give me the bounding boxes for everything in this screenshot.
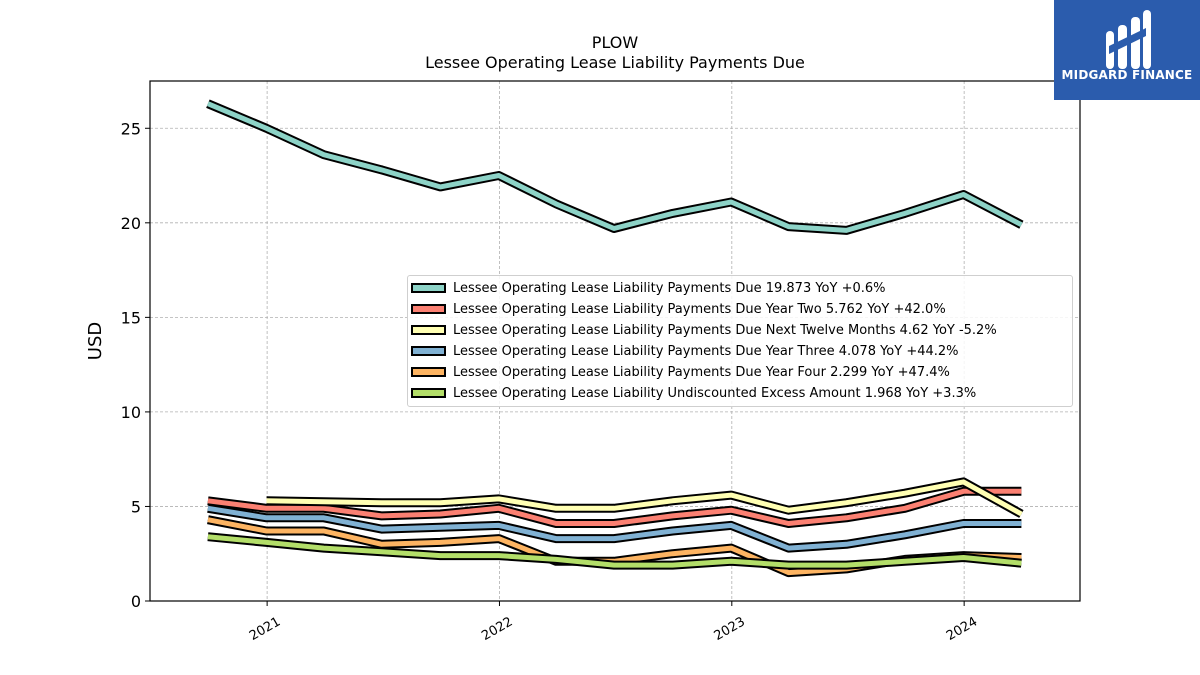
legend-label: Lessee Operating Lease Liability Payment… [453,343,959,359]
midgard-logo-icon [1106,10,1151,69]
y-tick-label: 10 [121,403,141,422]
y-tick-label: 25 [121,119,141,138]
legend-item: Lessee Operating Lease Liability Payment… [408,362,950,382]
legend-swatch [411,325,446,335]
legend-swatch [411,283,446,293]
legend-label: Lessee Operating Lease Liability Payment… [453,322,997,338]
legend-swatch [411,388,446,398]
y-tick-label: 5 [131,497,141,516]
x-tick-label: 2022 [479,614,515,644]
legend-swatch [411,346,446,356]
y-tick-label: 20 [121,214,141,233]
x-tick-label: 2023 [712,614,748,644]
y-tick-label: 0 [131,592,141,611]
legend-item: Lessee Operating Lease Liability Undisco… [408,383,976,403]
series-line [207,534,1022,568]
series-line [207,488,1022,526]
y-axis-label: USD [85,322,106,360]
legend-label: Lessee Operating Lease Liability Payment… [453,301,946,317]
brand-name: MIDGARD FINANCE [1061,68,1193,82]
brand-logo: MIDGARD FINANCE [1054,0,1200,100]
series-lines [206,99,1024,578]
chart-subtitle: Lessee Operating Lease Liability Payment… [425,53,805,72]
plot-frame [149,80,1081,602]
legend-swatch [411,304,446,314]
series-line [266,479,1023,517]
x-tick-label: 2021 [247,614,283,644]
legend-item: Lessee Operating Lease Liability Payment… [408,299,946,319]
series-line [206,101,1023,233]
series-line [207,505,1022,551]
y-tick-label: 15 [121,308,141,327]
series-line-outline [206,99,1024,235]
legend-label: Lessee Operating Lease Liability Payment… [453,280,886,296]
legend-label: Lessee Operating Lease Liability Undisco… [453,385,977,401]
legend-item: Lessee Operating Lease Liability Payment… [408,320,997,340]
x-tick-label: 2024 [944,614,980,644]
chart-legend: Lessee Operating Lease Liability Payment… [407,275,1073,407]
legend-swatch [411,367,446,377]
legend-label: Lessee Operating Lease Liability Payment… [453,364,950,380]
chart-title: PLOW [592,33,639,52]
legend-item: Lessee Operating Lease Liability Payment… [408,278,886,298]
legend-item: Lessee Operating Lease Liability Payment… [408,341,959,361]
